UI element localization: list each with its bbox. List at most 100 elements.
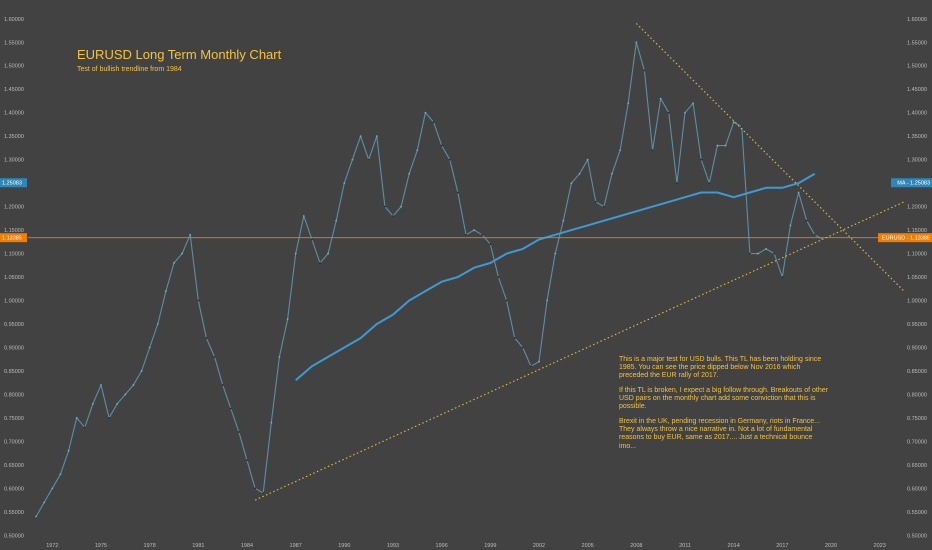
x-tick-label: 2020 xyxy=(825,543,837,549)
y-tick-label-left: 1.45000 xyxy=(4,87,24,93)
price-point xyxy=(351,158,354,161)
price-point xyxy=(781,276,784,278)
price-point xyxy=(700,158,703,161)
bullish-trendline xyxy=(254,201,905,501)
price-point xyxy=(392,215,394,217)
y-tick-label-right: 0.55000 xyxy=(907,510,927,516)
price-point xyxy=(521,346,524,349)
annotation-paragraph-3: Brexit in the UK, pending recession in G… xyxy=(619,418,821,450)
price-point xyxy=(246,459,248,462)
moving-average-layer xyxy=(295,172,816,382)
price-point xyxy=(667,111,670,114)
price-point xyxy=(456,191,459,194)
price-point xyxy=(310,238,313,241)
x-tick-label: 2008 xyxy=(630,543,642,549)
y-tick-label-right: 0.95000 xyxy=(907,322,927,328)
x-tick-label: 2002 xyxy=(533,543,545,549)
price-point xyxy=(505,299,508,302)
price-point xyxy=(773,252,776,255)
price-point xyxy=(465,233,467,236)
y-tick-label-right: 1.35000 xyxy=(907,134,927,140)
price-point xyxy=(440,144,443,147)
y-tick-label-right: 0.90000 xyxy=(907,345,927,351)
y-tick-label-right: 1.30000 xyxy=(907,158,927,164)
price-point xyxy=(602,205,605,208)
chart-title: EURUSD Long Term Monthly Chart xyxy=(77,47,282,62)
price-point xyxy=(813,233,816,236)
price-point xyxy=(619,149,622,152)
price-point xyxy=(164,290,167,293)
price-point xyxy=(748,252,751,255)
y-tick-label-left: 1.30000 xyxy=(4,158,24,164)
x-tick-label: 1984 xyxy=(241,543,253,549)
price-point xyxy=(400,205,403,208)
y-tick-label-left: 1.55000 xyxy=(4,40,24,46)
y-tick-label-left: 1.05000 xyxy=(4,275,24,281)
price-point xyxy=(59,473,62,476)
price-point xyxy=(75,417,78,419)
price-point xyxy=(740,125,743,128)
x-tick-label: 1972 xyxy=(46,543,58,549)
left-eurusd-price-tag-bg xyxy=(0,233,27,243)
price-point xyxy=(302,215,305,217)
left-ma-price-tag-bg xyxy=(0,178,27,188)
moving-average-line xyxy=(295,172,816,382)
price-point xyxy=(538,360,540,363)
right-ma-price-tag-bg xyxy=(891,178,932,188)
y-tick-label-right: 1.10000 xyxy=(907,252,927,258)
y-tick-label-right: 0.65000 xyxy=(907,463,927,469)
price-point xyxy=(124,393,127,396)
y-tick-label-left: 0.75000 xyxy=(4,416,24,422)
price-point xyxy=(343,182,346,185)
trendline-layer xyxy=(28,23,905,501)
y-tick-label-right: 1.05000 xyxy=(907,275,927,281)
y-tick-label-right: 1.55000 xyxy=(907,40,927,46)
price-point xyxy=(473,229,476,231)
y-tick-label-right: 1.15000 xyxy=(907,228,927,234)
x-tick-label: 1999 xyxy=(484,543,496,549)
price-point xyxy=(237,431,240,433)
y-tick-label-left: 1.40000 xyxy=(4,111,24,117)
price-point xyxy=(286,318,289,321)
y-tick-label-left: 1.10000 xyxy=(4,252,24,258)
price-point xyxy=(148,346,151,349)
x-tick-label: 1978 xyxy=(144,543,156,549)
price-point xyxy=(319,262,321,264)
y-tick-label-left: 0.90000 xyxy=(4,345,24,351)
price-point xyxy=(805,219,808,222)
price-point xyxy=(213,355,216,358)
y-tick-label-left: 1.15000 xyxy=(4,228,24,234)
price-point xyxy=(448,158,451,161)
price-point xyxy=(197,299,200,302)
price-layer xyxy=(35,41,824,518)
y-tick-label-left: 0.50000 xyxy=(4,533,24,539)
left-ma-price-tag: 1.25083 xyxy=(2,181,22,187)
price-point xyxy=(335,219,338,222)
x-tick-label: 1975 xyxy=(95,543,107,549)
price-point xyxy=(359,135,362,138)
price-point xyxy=(692,102,695,105)
price-point xyxy=(659,97,662,100)
price-point xyxy=(367,158,370,161)
price-point xyxy=(594,201,597,203)
price-point xyxy=(221,384,224,386)
price-point xyxy=(262,492,265,494)
price-point xyxy=(416,149,419,152)
price-point xyxy=(270,421,273,424)
y-tick-label-left: 0.60000 xyxy=(4,486,24,492)
y-tick-label-left: 0.70000 xyxy=(4,439,24,445)
right-ma-price-tag: MA - 1.25083 xyxy=(897,181,930,187)
price-point xyxy=(205,337,208,339)
y-tick-label-right: 0.85000 xyxy=(907,369,927,375)
price-point xyxy=(83,426,86,429)
price-point xyxy=(51,487,54,490)
price-point xyxy=(578,172,581,175)
price-point xyxy=(757,252,759,255)
price-point xyxy=(424,111,427,114)
price-point xyxy=(489,243,492,246)
price-point xyxy=(684,111,686,114)
price-point xyxy=(294,252,297,255)
y-tick-label-right: 0.60000 xyxy=(907,486,927,492)
price-line xyxy=(35,41,824,517)
